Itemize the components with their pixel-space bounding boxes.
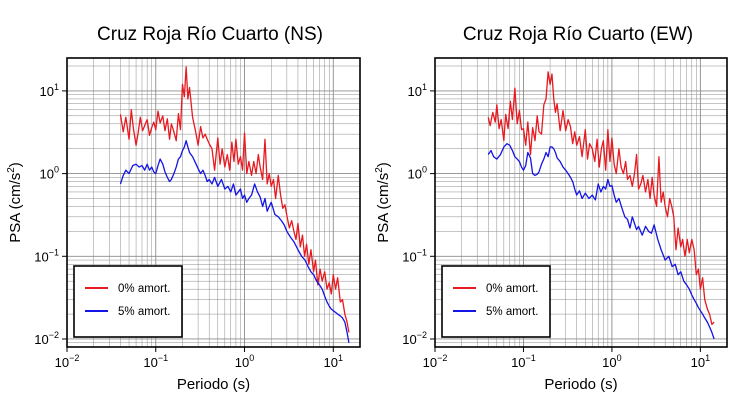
series-line-damped: [119, 140, 350, 343]
x-tick-label: 10−2: [423, 353, 448, 370]
series-line-undamped: [119, 66, 350, 333]
x-tick-label: 101: [324, 353, 343, 370]
y-axis-label: PSA (cm/s2): [374, 162, 392, 243]
legend-label-undamped: 0% amort.: [118, 283, 170, 295]
y-tick-label: 10−1: [402, 247, 427, 264]
legend: 0% amort. 5% amort.: [441, 265, 551, 338]
x-tick-label: 10−2: [55, 353, 80, 370]
x-tick-label: 10−1: [143, 353, 168, 370]
legend-label-damped: 5% amort.: [118, 306, 170, 318]
y-axis-label: PSA (cm/s2): [6, 162, 24, 243]
y-tick-label: 10−2: [34, 330, 59, 347]
y-tick-label: 100: [408, 165, 427, 182]
x-tick-label: 100: [602, 353, 621, 370]
chart-panel-ns: 10−2 10−1 100 101 10−2 10−1 100 101 Cruz Roja Rí…: [6, 24, 361, 393]
legend-box: [73, 265, 183, 338]
series-line-damped: [487, 143, 715, 340]
plot-frame: [66, 57, 361, 348]
series-line-undamped: [487, 71, 715, 326]
x-tick-label: 100: [235, 353, 254, 370]
chart-title: Cruz Roja Río Cuarto (NS): [97, 24, 323, 45]
y-tick-label: 101: [40, 82, 59, 99]
x-axis-label: Periodo (s): [544, 376, 617, 393]
y-tick-label: 101: [408, 82, 427, 99]
plot-frame: [434, 57, 728, 348]
y-tick-label: 10−2: [402, 330, 427, 347]
y-tick-label: 100: [40, 165, 59, 182]
y-tick-label: 10−1: [34, 247, 59, 264]
x-tick-label: 101: [691, 353, 710, 370]
legend-label-undamped: 0% amort.: [486, 283, 538, 295]
x-axis-label: Periodo (s): [177, 376, 250, 393]
chart-panel-ew: 10−2 10−1 100 101 10−2 10−1 100 101 Cruz Roja Rí…: [374, 24, 728, 393]
chart-title: Cruz Roja Río Cuarto (EW): [463, 24, 693, 45]
legend-label-damped: 5% amort.: [486, 306, 538, 318]
legend-box: [441, 265, 551, 338]
x-tick-label: 10−1: [511, 353, 536, 370]
legend: 0% amort. 5% amort.: [73, 265, 183, 338]
